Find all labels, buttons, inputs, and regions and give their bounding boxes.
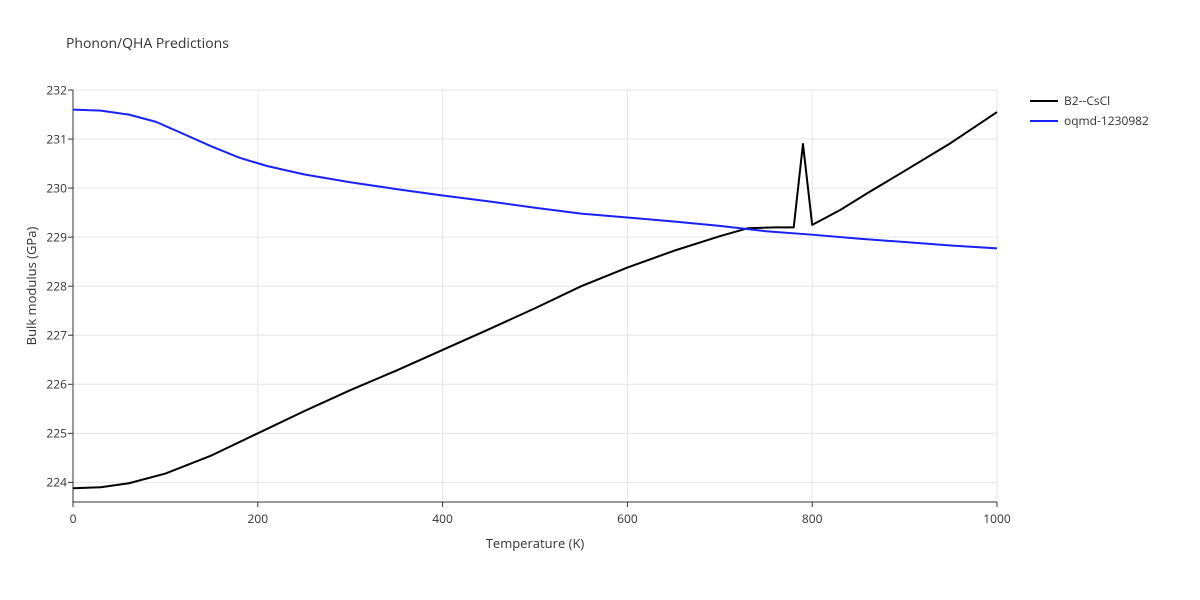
y-tick-label: 224	[39, 474, 67, 491]
x-axis-label: Temperature (K)	[475, 534, 595, 552]
legend-swatch	[1030, 100, 1058, 102]
chart-container: { "chart": { "type": "line", "title": "P…	[0, 0, 1200, 600]
x-tick-label: 800	[802, 510, 823, 527]
y-tick-label: 232	[39, 82, 67, 99]
chart-title: Phonon/QHA Predictions	[66, 34, 229, 53]
x-tick-label: 600	[617, 510, 638, 527]
legend-label: oqmd-1230982	[1064, 112, 1149, 129]
x-tick-label: 400	[432, 510, 453, 527]
y-tick-label: 227	[39, 327, 67, 344]
y-tick-label: 225	[39, 425, 67, 442]
y-tick-label: 229	[39, 229, 67, 246]
legend-swatch	[1030, 120, 1058, 122]
legend-item[interactable]: B2--CsCl	[1030, 92, 1149, 109]
x-tick-label: 1000	[983, 510, 1010, 527]
y-tick-label: 226	[39, 376, 67, 393]
x-tick-label: 0	[70, 510, 77, 527]
legend-item[interactable]: oqmd-1230982	[1030, 112, 1149, 129]
legend-label: B2--CsCl	[1064, 92, 1110, 109]
y-tick-label: 228	[39, 278, 67, 295]
x-tick-label: 200	[248, 510, 269, 527]
y-tick-label: 230	[39, 180, 67, 197]
chart-svg	[0, 0, 1200, 600]
y-axis-label: Bulk modulus (GPa)	[22, 206, 40, 366]
legend: B2--CsCl oqmd-1230982	[1030, 92, 1149, 132]
y-tick-label: 231	[39, 131, 67, 148]
